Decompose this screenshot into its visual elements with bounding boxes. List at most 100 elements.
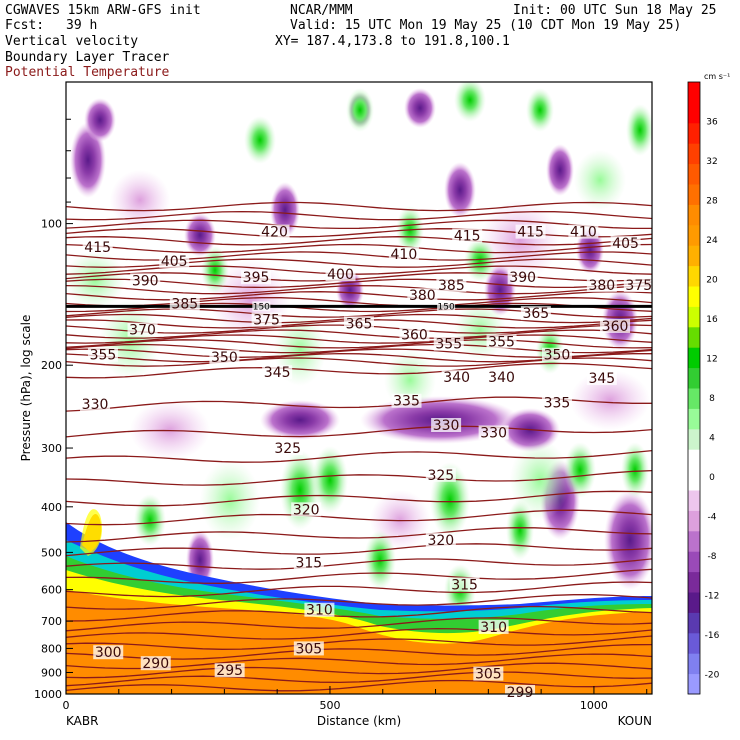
theta-label: 420 <box>261 225 288 241</box>
theta-label: 320 <box>293 502 320 518</box>
theta-label-bg <box>520 306 551 321</box>
theta-label-bg <box>441 370 472 385</box>
theta-line <box>66 339 652 349</box>
theta-label: 400 <box>327 267 354 283</box>
theta-label-bg <box>159 253 190 268</box>
theta-label: 390 <box>132 273 159 289</box>
x-tick-label: 500 <box>319 699 340 712</box>
theta-line <box>66 228 652 238</box>
velocity-cell <box>312 446 348 514</box>
theta-line <box>66 617 652 632</box>
theta-label: 299 <box>507 685 534 701</box>
theta-label-bg <box>127 322 158 337</box>
theta-line <box>66 236 652 246</box>
theta-label-bg <box>272 441 303 456</box>
theta-label-bg <box>262 365 293 380</box>
colorbar-segment <box>688 530 700 552</box>
colorbar-segment <box>688 449 700 471</box>
theta-line <box>66 527 652 543</box>
velocity-cell <box>526 88 554 132</box>
colorbar-segment <box>688 306 700 328</box>
theta-label: 415 <box>84 240 111 256</box>
theta-label: 325 <box>427 468 454 484</box>
velocity-cell <box>546 144 574 196</box>
colorbar-tick-label: 24 <box>706 236 718 246</box>
y-tick-label: 300 <box>41 442 62 455</box>
theta-line <box>66 284 652 295</box>
theta-label: 380 <box>409 288 436 304</box>
colorbar-frame <box>687 81 701 695</box>
colorbar-segment <box>688 612 700 634</box>
colorbar-segment <box>688 551 700 573</box>
theta-line <box>66 291 652 301</box>
theta-line <box>66 543 652 557</box>
colorbar-segment <box>688 286 700 307</box>
colorbar-segment <box>688 245 700 267</box>
theta-line <box>66 362 652 379</box>
theta-line <box>66 605 652 622</box>
colorbar-tick-label: -8 <box>708 552 717 562</box>
theta-label: 375 <box>625 278 652 294</box>
theta-label: 385 <box>171 297 198 313</box>
theta-label: 330 <box>433 418 460 434</box>
colorbar-unit: cm s⁻¹ <box>704 72 730 81</box>
theta-label: 305 <box>475 667 502 683</box>
theta-label: 310 <box>306 603 333 619</box>
theta-label-bg <box>388 246 419 261</box>
velocity-cell <box>404 88 436 128</box>
theta-line <box>66 662 652 679</box>
theta-label: 305 <box>295 641 322 657</box>
theta-label-bg <box>541 347 572 362</box>
velocity-cell <box>346 88 374 132</box>
y-tick-label: 700 <box>41 615 62 628</box>
colorbar-tick-label: -16 <box>705 631 720 641</box>
colorbar-tick-label: -12 <box>705 591 720 601</box>
theta-label-bg <box>586 371 617 386</box>
colorbar-tick-label: 32 <box>706 157 717 167</box>
theta-label: 340 <box>488 370 515 386</box>
theta-line <box>66 297 652 307</box>
colorbar-tick-label: 20 <box>706 275 718 285</box>
theta-label: 310 <box>480 620 507 636</box>
field-vertical-velocity: Vertical velocity <box>5 34 139 49</box>
source-label: NCAR/MMM <box>290 3 353 18</box>
theta-label: 320 <box>427 533 454 549</box>
colorbar-segment <box>688 632 700 654</box>
colorbar-segment <box>688 428 700 450</box>
theta-label-bg <box>87 347 118 362</box>
theta-line <box>66 469 652 486</box>
theta-label: 315 <box>451 577 478 593</box>
colorbar-segment <box>688 224 700 246</box>
y-tick-label: 200 <box>41 359 62 372</box>
theta-label: 345 <box>588 371 615 387</box>
theta-label-bg <box>304 602 335 617</box>
theta-label-bg <box>600 318 631 333</box>
theta-label-bg <box>486 370 517 385</box>
tracer-yellow-plume <box>80 509 103 556</box>
theta-label-bg <box>291 502 322 517</box>
theta-label: 315 <box>295 555 322 571</box>
y-tick-label: 800 <box>41 642 62 655</box>
theta-line <box>66 210 652 221</box>
velocity-cell <box>134 494 166 546</box>
model-title: CGWAVES 15km ARW-GFS init <box>5 3 201 18</box>
theta-line <box>66 558 652 570</box>
theta-line <box>66 449 652 463</box>
theta-label: 405 <box>612 236 639 252</box>
theta-line <box>66 568 652 584</box>
velocity-cell <box>260 400 340 440</box>
tracer-orange-fill <box>66 590 652 694</box>
theta-label: 395 <box>243 270 270 286</box>
colorbar-tick-label: 4 <box>709 433 715 443</box>
theta-label: 350 <box>211 350 238 366</box>
colorbar-tick-label: 12 <box>706 354 717 364</box>
theta-label-bg <box>391 393 422 408</box>
colorbar-tick-label: 36 <box>706 117 718 127</box>
theta-label: 355 <box>90 348 117 364</box>
velocity-cell <box>184 213 216 257</box>
theta-label-bg <box>486 334 517 349</box>
theta-line <box>66 490 652 507</box>
velocity-cell <box>84 98 116 142</box>
theta-line <box>66 334 652 344</box>
